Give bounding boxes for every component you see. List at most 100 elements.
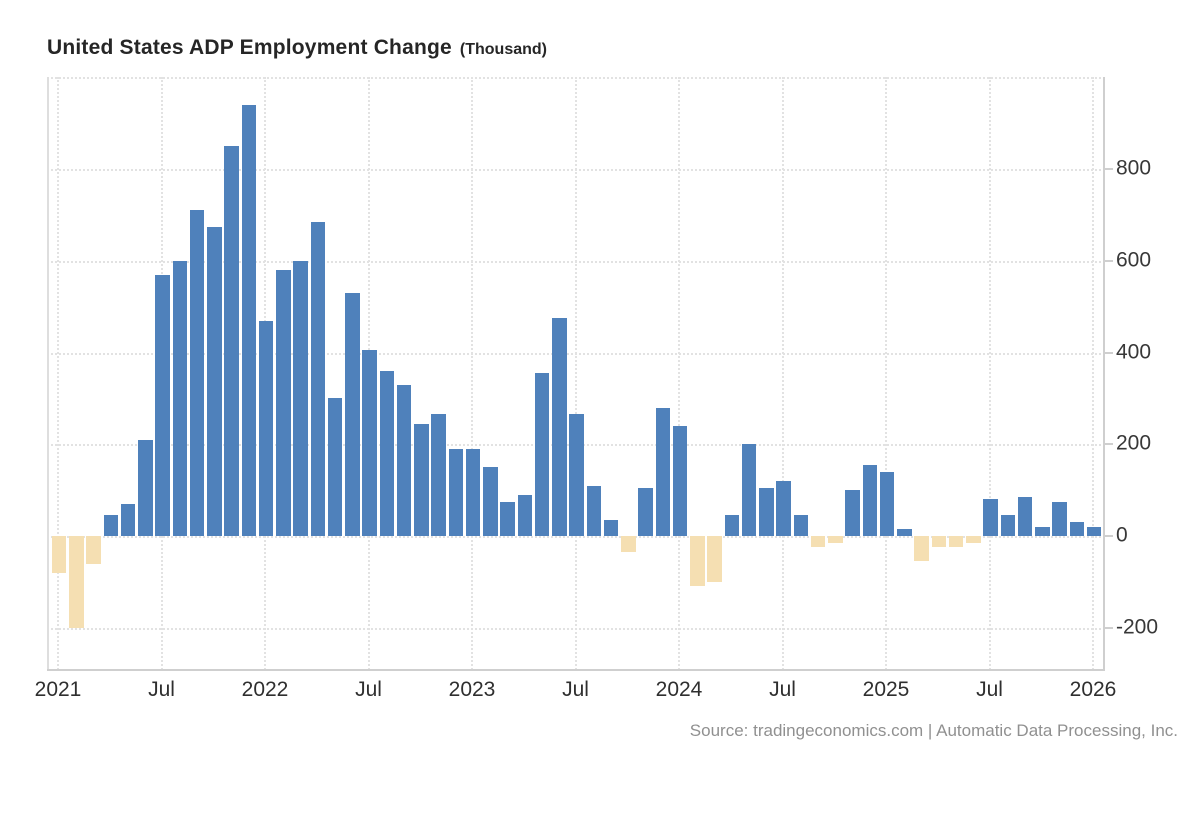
- v-gridline-Jul-7: [781, 77, 784, 670]
- bar-feb-2022[interactable]: [276, 270, 291, 536]
- bar-aug-2021[interactable]: [172, 260, 187, 536]
- bar-nov-2024[interactable]: [845, 490, 860, 536]
- bar-aug-2024[interactable]: [793, 515, 808, 536]
- bar-dec-2022[interactable]: [448, 448, 463, 536]
- y-axis-label-800: 800: [1116, 156, 1152, 180]
- x-axis-label-Jul-1: Jul: [148, 678, 175, 701]
- bar-jan-2021[interactable]: [51, 536, 67, 573]
- bar-dec-2023[interactable]: [655, 407, 670, 536]
- x-axis-label-2026-10: 2026: [1069, 678, 1117, 701]
- y-axis-label-200: 200: [1116, 431, 1152, 455]
- bar-jan-2024[interactable]: [672, 425, 688, 536]
- bar-may-2024[interactable]: [741, 444, 757, 536]
- bar-jun-2025[interactable]: [966, 536, 981, 543]
- bar-nov-2022[interactable]: [431, 414, 446, 536]
- bar-may-2025[interactable]: [948, 536, 964, 548]
- plot-area: [47, 77, 1105, 671]
- bar-jun-2021[interactable]: [138, 439, 153, 536]
- x-axis-line: [47, 669, 1105, 671]
- y-tick-mark--200: [1104, 626, 1113, 629]
- bar-feb-2024[interactable]: [690, 536, 705, 587]
- x-axis-label-2021-0: 2021: [34, 678, 82, 701]
- v-gridline-2024-6: [678, 77, 680, 670]
- bar-mar-2024[interactable]: [707, 536, 722, 582]
- bar-apr-2022[interactable]: [310, 221, 325, 536]
- bar-dec-2025[interactable]: [1069, 522, 1084, 536]
- bar-sep-2025[interactable]: [1017, 497, 1033, 536]
- bar-jan-2025[interactable]: [879, 471, 895, 536]
- bar-jul-2023[interactable]: [569, 414, 584, 536]
- v-gridline-Jul-5: [574, 77, 577, 670]
- bar-jun-2023[interactable]: [552, 318, 567, 536]
- x-axis-label-Jul-3: Jul: [355, 678, 382, 701]
- x-axis-label-2022-2: 2022: [241, 678, 289, 701]
- bar-nov-2023[interactable]: [638, 487, 653, 536]
- bar-dec-2024[interactable]: [862, 464, 877, 536]
- y-tick-mark-600: [1104, 259, 1113, 262]
- chart-title-unit: (Thousand): [459, 41, 547, 58]
- bar-sep-2023[interactable]: [603, 519, 619, 536]
- bar-jan-2023[interactable]: [465, 448, 481, 536]
- bar-feb-2023[interactable]: [483, 467, 498, 536]
- bar-oct-2021[interactable]: [207, 226, 222, 536]
- v-gridline-2025-8: [885, 77, 887, 670]
- y-axis-label-400: 400: [1116, 340, 1152, 364]
- bar-jul-2022[interactable]: [362, 350, 377, 536]
- v-gridline-2023-4: [471, 77, 473, 670]
- x-axis-label-Jul-7: Jul: [769, 678, 796, 701]
- bar-jun-2024[interactable]: [759, 487, 774, 536]
- bar-oct-2025[interactable]: [1035, 526, 1050, 536]
- bar-jan-2022[interactable]: [258, 320, 274, 536]
- x-axis-label-2025-8: 2025: [862, 678, 910, 701]
- bar-apr-2025[interactable]: [931, 536, 946, 548]
- y-axis-line: [1103, 77, 1105, 670]
- bar-mar-2022[interactable]: [293, 260, 308, 536]
- v-gridline-2021-0: [57, 77, 59, 670]
- x-axis-label-Jul-9: Jul: [976, 678, 1003, 701]
- bar-may-2021[interactable]: [120, 503, 136, 536]
- bar-may-2022[interactable]: [327, 398, 343, 536]
- bar-oct-2024[interactable]: [828, 536, 843, 543]
- bar-feb-2025[interactable]: [897, 529, 912, 536]
- bar-jan-2026[interactable]: [1086, 526, 1102, 536]
- y-axis-label-0: 0: [1116, 523, 1128, 547]
- bar-apr-2024[interactable]: [724, 515, 739, 536]
- bar-aug-2023[interactable]: [586, 485, 601, 536]
- plot-left-border: [47, 77, 49, 670]
- bar-aug-2022[interactable]: [379, 370, 394, 536]
- bar-may-2023[interactable]: [534, 373, 550, 536]
- y-tick-mark-200: [1104, 443, 1113, 446]
- bar-mar-2023[interactable]: [500, 501, 515, 536]
- bar-jul-2025[interactable]: [983, 499, 998, 536]
- y-axis-label--200: -200: [1116, 615, 1159, 639]
- bar-apr-2021[interactable]: [103, 515, 118, 536]
- bar-jun-2022[interactable]: [345, 292, 360, 536]
- bar-mar-2021[interactable]: [86, 536, 101, 564]
- source-credit: Source: tradingeconomics.com | Automatic…: [689, 721, 1178, 740]
- bar-dec-2021[interactable]: [241, 105, 256, 536]
- bar-jul-2021[interactable]: [155, 274, 170, 536]
- y-tick-mark-400: [1104, 351, 1113, 354]
- bar-aug-2025[interactable]: [1000, 515, 1015, 536]
- bar-sep-2024[interactable]: [810, 536, 826, 548]
- y-tick-mark-800: [1104, 168, 1113, 171]
- bar-oct-2022[interactable]: [414, 423, 429, 536]
- chart-title: United States ADP Employment Change (Tho…: [47, 36, 547, 60]
- bar-mar-2025[interactable]: [914, 536, 929, 562]
- bar-nov-2021[interactable]: [224, 146, 239, 536]
- bar-apr-2023[interactable]: [517, 494, 532, 536]
- bar-feb-2021[interactable]: [69, 536, 84, 628]
- bar-oct-2023[interactable]: [621, 536, 636, 553]
- x-axis-label-2023-4: 2023: [448, 678, 496, 701]
- bar-sep-2021[interactable]: [189, 210, 205, 536]
- x-axis-label-2024-6: 2024: [655, 678, 703, 701]
- v-gridline-2026-10: [1092, 77, 1094, 670]
- x-axis-label-Jul-5: Jul: [562, 678, 589, 701]
- bar-sep-2022[interactable]: [396, 384, 412, 536]
- v-gridline-Jul-9: [988, 77, 991, 670]
- bar-nov-2025[interactable]: [1052, 501, 1067, 536]
- chart-title-main: United States ADP Employment Change: [47, 36, 452, 59]
- y-axis-label-600: 600: [1116, 248, 1152, 272]
- y-tick-mark-0: [1104, 535, 1113, 537]
- bar-jul-2024[interactable]: [776, 480, 791, 536]
